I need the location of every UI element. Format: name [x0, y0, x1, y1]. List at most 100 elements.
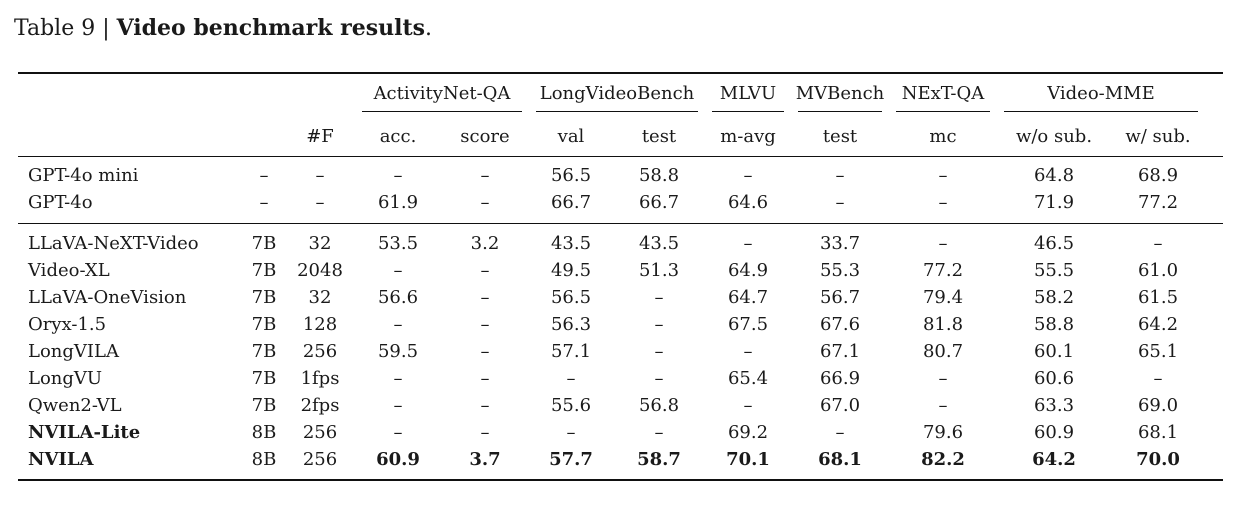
score-cell: 56.7	[819, 287, 861, 308]
frame-count: 256	[302, 422, 338, 443]
model-size: 7B	[251, 233, 277, 254]
score-cell: 60.9	[1033, 422, 1075, 443]
score-cell: 3.7	[469, 449, 501, 470]
model-size: 7B	[251, 395, 277, 416]
group-header: NExT-QA	[889, 83, 997, 112]
score-cell: –	[480, 165, 490, 186]
model-name: LLaVA-NeXT-Video	[28, 233, 199, 254]
score-cell: 79.6	[922, 422, 964, 443]
frame-count: 1fps	[300, 368, 340, 389]
score-cell: 58.8	[638, 165, 680, 186]
group-header: Video-MME	[997, 83, 1205, 112]
frame-count: 32	[308, 233, 332, 254]
score-cell: 66.7	[638, 192, 680, 213]
score-cell: 64.8	[1033, 165, 1075, 186]
score-cell: 66.7	[550, 192, 592, 213]
score-cell: –	[480, 368, 490, 389]
score-cell: 68.9	[1137, 165, 1179, 186]
caption-title: Video benchmark results	[116, 15, 426, 41]
results-table: ActivityNet-QA LongVideoBench MLVU MVBench N…	[18, 72, 1223, 481]
score-cell: 43.5	[638, 233, 680, 254]
score-cell: 51.3	[638, 260, 680, 281]
score-cell: 58.2	[1033, 287, 1075, 308]
score-cell: 55.5	[1033, 260, 1075, 281]
model-name: NVILA-Lite	[28, 422, 141, 443]
score-cell: 56.3	[550, 314, 592, 335]
score-cell: –	[743, 395, 753, 416]
score-cell: –	[393, 165, 403, 186]
column-header: mc	[929, 125, 957, 147]
group-underline	[536, 110, 698, 112]
table-row: LLaVA-OneVision 7B 32 56.6 – 56.5 – 64.7 56.7 79.…	[18, 284, 1223, 311]
score-cell: 69.0	[1137, 395, 1179, 416]
frame-count: 2048	[297, 260, 343, 281]
column-header: score	[460, 125, 510, 147]
group-underline	[798, 110, 882, 112]
score-cell: –	[938, 165, 948, 186]
caption-prefix: Table 9 |	[14, 16, 110, 41]
open-models-section: LLaVA-NeXT-Video 7B 32 53.5 3.2 43.5 43.5 – 33.7…	[18, 224, 1223, 479]
table-row: Qwen2-VL 7B 2fps – – 55.6 56.8 – 67.0 – 63.3 69.0	[18, 392, 1223, 419]
frame-count: 128	[302, 314, 338, 335]
score-cell: 63.3	[1033, 395, 1075, 416]
score-cell: –	[480, 260, 490, 281]
model-name: Oryx-1.5	[28, 314, 107, 335]
group-header-label: NExT-QA	[901, 82, 985, 104]
model-size: 8B	[251, 422, 277, 443]
score-cell: 61.0	[1137, 260, 1179, 281]
score-cell: 58.8	[1033, 314, 1075, 335]
score-cell: –	[654, 287, 664, 308]
frame-count: 256	[302, 341, 338, 362]
score-cell: 58.7	[637, 449, 681, 470]
score-cell: 80.7	[922, 341, 964, 362]
score-cell: 43.5	[550, 233, 592, 254]
model-name: LongVILA	[28, 341, 119, 362]
score-cell: 3.2	[470, 233, 500, 254]
score-cell: 67.0	[819, 395, 861, 416]
group-header: MVBench	[791, 83, 889, 112]
score-cell: –	[1153, 233, 1163, 254]
group-header: ActivityNet-QA	[355, 83, 529, 112]
score-cell: 65.4	[727, 368, 769, 389]
score-cell: –	[835, 192, 845, 213]
model-size: –	[259, 192, 269, 213]
frame-count: –	[315, 192, 325, 213]
column-header: test	[822, 125, 858, 147]
score-cell: –	[393, 314, 403, 335]
group-header-label: MLVU	[719, 82, 777, 104]
score-cell: 81.8	[922, 314, 964, 335]
table-caption: Table 9 | Video benchmark results.	[14, 14, 432, 43]
score-cell: 68.1	[1137, 422, 1179, 443]
model-name: LLaVA-OneVision	[28, 287, 187, 308]
score-cell: 79.4	[922, 287, 964, 308]
score-cell: 56.6	[377, 287, 419, 308]
score-cell: –	[835, 165, 845, 186]
score-cell: –	[938, 395, 948, 416]
score-cell: –	[654, 422, 664, 443]
model-name: LongVU	[28, 368, 103, 389]
group-underline	[362, 110, 522, 112]
group-header-label: Video-MME	[1047, 82, 1155, 104]
score-cell: –	[480, 422, 490, 443]
table-row: LongVILA 7B 256 59.5 – 57.1 – – 67.1 80.7 60.1 65.1	[18, 338, 1223, 365]
score-cell: –	[938, 368, 948, 389]
table-top-rule	[18, 72, 1223, 74]
table-row: Oryx-1.5 7B 128 – – 56.3 – 67.5 67.6 81.8 58.8 64.2	[18, 311, 1223, 338]
group-underline	[896, 110, 990, 112]
caption-suffix: .	[425, 16, 433, 41]
model-name: NVILA	[28, 449, 94, 470]
model-size: 8B	[251, 449, 277, 470]
score-cell: 64.7	[727, 287, 769, 308]
score-cell: 56.5	[550, 287, 592, 308]
column-header: val	[557, 125, 585, 147]
model-name: Video-XL	[28, 260, 110, 281]
column-header: #F	[306, 125, 334, 147]
score-cell: 66.9	[819, 368, 861, 389]
section-rule	[18, 223, 1223, 224]
score-cell: 70.1	[726, 449, 770, 470]
column-header-row: #F acc. score val test m-avg test mc w/o sub. w/ …	[18, 116, 1223, 156]
model-size: 7B	[251, 314, 277, 335]
score-cell: 67.1	[819, 341, 861, 362]
model-size: 7B	[251, 260, 277, 281]
score-cell: 33.7	[819, 233, 861, 254]
